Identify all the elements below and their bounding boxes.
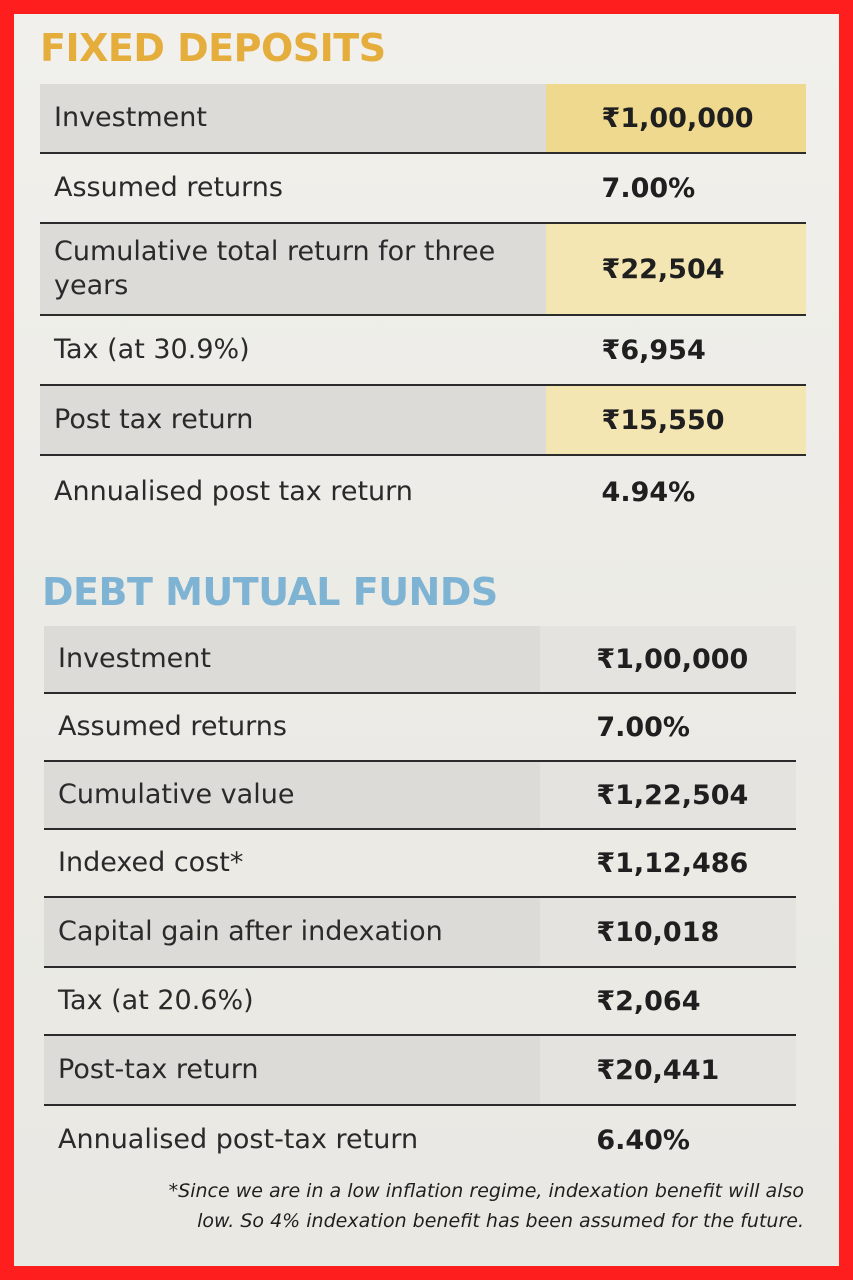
row-value: 7.00%	[596, 711, 690, 743]
debt-mutual-funds-title: DEBT MUTUAL FUNDS	[42, 570, 498, 614]
table-row: Post-tax return ₹20,441	[44, 1036, 796, 1106]
row-label: Assumed returns	[54, 172, 283, 204]
table-row: Annualised post tax return 4.94%	[40, 456, 806, 528]
row-value: ₹22,504	[545, 224, 806, 314]
table-row: Assumed returns 7.00%	[44, 694, 796, 762]
footnote-line: low. So 4% indexation benefit has been a…	[197, 1210, 804, 1233]
table-row: Tax (at 30.9%) ₹6,954	[40, 316, 806, 386]
row-value: ₹10,018	[540, 898, 796, 966]
row-value: ₹15,550	[545, 386, 806, 454]
row-label: Investment	[44, 626, 541, 692]
row-value: 7.00%	[601, 172, 696, 204]
row-value: ₹1,12,486	[596, 847, 749, 879]
table-row: Post tax return ₹15,550	[40, 386, 806, 456]
footnote-line: *Since we are in a low inflation regime,…	[168, 1180, 804, 1202]
row-label: Investment	[40, 84, 546, 152]
table-row: Indexed cost* ₹1,12,486	[44, 830, 796, 898]
row-label: Cumulative value	[44, 762, 541, 828]
table-row: Tax (at 20.6%) ₹2,064	[44, 968, 796, 1036]
newspaper-clipping: FIXED DEPOSITS Investment ₹1,00,000 Assu…	[14, 14, 839, 1266]
fixed-deposits-table: Investment ₹1,00,000 Assumed returns 7.0…	[40, 84, 806, 528]
row-label: Post tax return	[40, 386, 546, 454]
row-label: Tax (at 20.6%)	[58, 985, 254, 1017]
row-value: ₹1,00,000	[545, 84, 806, 152]
row-label: Indexed cost*	[58, 847, 244, 879]
row-label: Post-tax return	[44, 1036, 541, 1104]
row-label: Cumulative total return for three years	[40, 224, 546, 314]
footnote: *Since we are in a low inflation regime,…	[114, 1176, 804, 1237]
table-row: Investment ₹1,00,000	[40, 84, 806, 154]
table-row: Investment ₹1,00,000	[44, 626, 796, 694]
table-row: Cumulative total return for three years …	[40, 224, 806, 316]
row-label: Assumed returns	[58, 711, 287, 743]
row-value: 4.94%	[601, 476, 696, 508]
table-row: Cumulative value ₹1,22,504	[44, 762, 796, 830]
row-value: ₹1,22,504	[540, 762, 796, 828]
row-value: ₹20,441	[540, 1036, 796, 1104]
debt-mutual-funds-table: Investment ₹1,00,000 Assumed returns 7.0…	[44, 626, 796, 1174]
table-row: Assumed returns 7.00%	[40, 154, 806, 224]
row-value: 6.40%	[596, 1124, 690, 1156]
row-label: Annualised post tax return	[54, 476, 413, 508]
row-value: ₹1,00,000	[540, 626, 796, 692]
row-value: ₹2,064	[596, 985, 701, 1017]
row-label: Tax (at 30.9%)	[54, 334, 250, 366]
row-value: ₹6,954	[601, 334, 706, 366]
table-row: Capital gain after indexation ₹10,018	[44, 898, 796, 968]
table-row: Annualised post-tax return 6.40%	[44, 1106, 796, 1174]
row-label: Capital gain after indexation	[44, 898, 541, 966]
fixed-deposits-title: FIXED DEPOSITS	[40, 26, 386, 70]
row-label: Annualised post-tax return	[58, 1124, 419, 1156]
